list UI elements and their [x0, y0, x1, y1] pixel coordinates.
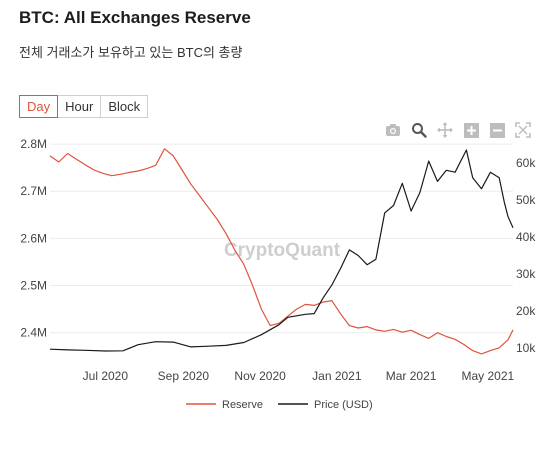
- left-tick-label: 2.6M: [20, 231, 47, 245]
- right-tick-label: 50k: [516, 193, 536, 207]
- right-tick-label: 10k: [516, 341, 536, 355]
- reserve-line: [49, 148, 514, 355]
- left-tick-label: 2.5M: [20, 279, 47, 293]
- left-tick-label: 2.7M: [20, 184, 47, 198]
- x-tick-label: Sep 2020: [158, 369, 210, 383]
- zoom-out-icon[interactable]: [487, 121, 507, 139]
- x-tick-label: Nov 2020: [234, 369, 286, 383]
- right-tick-label: 40k: [516, 230, 536, 244]
- range-day-button[interactable]: Day: [19, 95, 59, 118]
- left-axis-ticks: 2.4M 2.5M 2.6M 2.7M 2.8M: [20, 137, 47, 340]
- chart-grid: [50, 143, 513, 334]
- range-block-button[interactable]: Block: [100, 95, 149, 118]
- camera-icon[interactable]: [383, 121, 403, 139]
- reset-axes-icon[interactable]: [513, 121, 533, 139]
- left-tick-label: 2.8M: [20, 137, 47, 151]
- legend-label: Reserve: [222, 399, 263, 411]
- page-subtitle: 전체 거래소가 보유하고 있는 BTC의 총량: [19, 45, 243, 60]
- x-tick-label: Mar 2021: [386, 369, 437, 383]
- right-axis-ticks: 10k 20k 30k 40k 50k 60k: [516, 156, 536, 355]
- right-tick-label: 30k: [516, 267, 536, 281]
- zoom-icon[interactable]: [409, 121, 429, 139]
- price-line: [49, 149, 514, 352]
- x-axis-ticks: Jul 2020 Sep 2020 Nov 2020 Jan 2021 Mar 2021…: [83, 369, 515, 383]
- left-tick-label: 2.4M: [20, 326, 47, 340]
- right-tick-label: 20k: [516, 304, 536, 318]
- legend: Reserve Price (USD): [186, 399, 373, 411]
- chart-toolbar: [383, 121, 533, 139]
- legend-label: Price (USD): [314, 399, 373, 411]
- time-range-selector: Day Hour Block: [19, 95, 149, 118]
- zoom-in-icon[interactable]: [461, 121, 481, 139]
- right-tick-label: 60k: [516, 156, 536, 170]
- watermark: CryptoQuant: [224, 240, 341, 261]
- series-layer: [49, 148, 514, 355]
- x-tick-label: Jan 2021: [312, 369, 362, 383]
- x-tick-label: May 2021: [461, 369, 514, 383]
- pan-icon[interactable]: [435, 121, 455, 139]
- page-title: BTC: All Exchanges Reserve: [19, 8, 251, 27]
- x-tick-label: Jul 2020: [83, 369, 129, 383]
